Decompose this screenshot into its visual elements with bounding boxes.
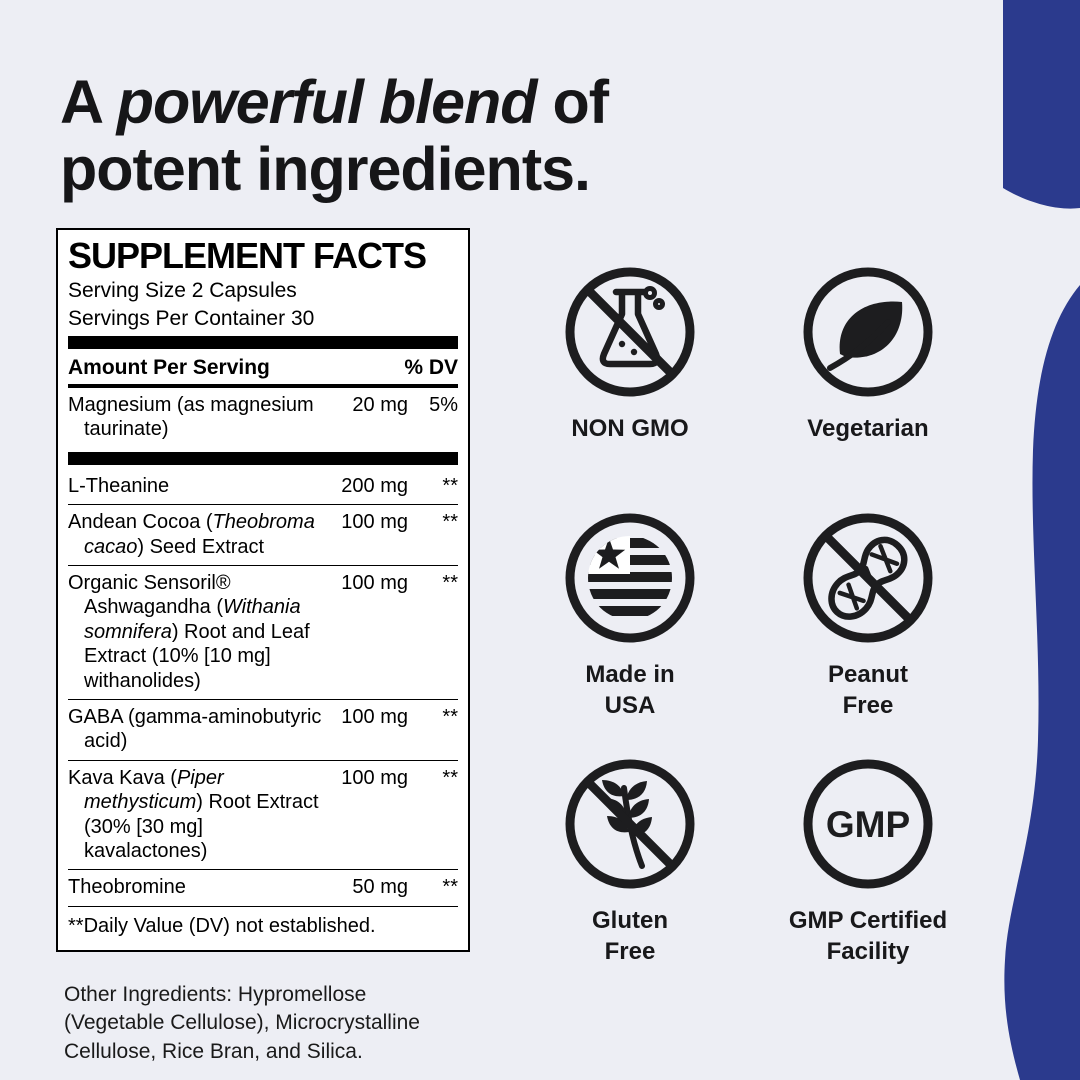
badge-label: Gluten Free [592, 907, 668, 965]
badge-non-gmo: NON GMO [511, 262, 749, 508]
facts-rows: Magnesium (as magnesium taurinate) 20 mg 5… [68, 388, 458, 907]
other-ingredients-text: Other Ingredients: Hypromellose (Vegetab… [64, 983, 420, 1063]
peanut-free-icon [803, 513, 933, 643]
ingredient-amount: 20 mg [352, 394, 408, 417]
servings-per-container: Servings Per Container 30 [68, 306, 315, 330]
gmp-certified-icon: GMP [803, 759, 933, 889]
heading-line-2: potent ingredients. [60, 134, 591, 203]
badge-label: GMP Certified Facility [788, 907, 948, 965]
ingredient-name: Organic Sensoril® Ashwagandha (Withania … [68, 572, 310, 692]
ingredient-dv: 5% [429, 394, 458, 417]
gmp-text: GMP [826, 804, 910, 845]
badge-label: Made in USA [585, 661, 675, 719]
ingredient-name: Magnesium (as magnesium taurinate) [68, 394, 314, 441]
ingredient-amount: 100 mg [341, 511, 408, 534]
no-gmo-flask-icon [565, 267, 695, 397]
facts-row: L-Theanine 200 mg ** [68, 469, 458, 506]
daily-value-footnote: **Daily Value (DV) not established. [68, 914, 376, 937]
badge-gmp-certified: GMP GMP Certified Facility [749, 754, 987, 1000]
badge-label: Vegetarian [807, 415, 929, 442]
ingredient-amount: 100 mg [341, 766, 408, 789]
facts-row: Kava Kava (Piper methysticum) Root Extra… [68, 761, 458, 871]
badge-grid: NON GMO Vegetarian Made in USA [511, 262, 987, 1000]
facts-row: Magnesium (as magnesium taurinate) 20 mg 5… [68, 388, 458, 448]
facts-row: Organic Sensoril® Ashwagandha (Withania … [68, 566, 458, 700]
facts-header-row: Amount Per Serving % DV [68, 353, 458, 389]
heading-part-italic: powerful blend [116, 67, 538, 136]
badge-peanut-free: Peanut Free [749, 508, 987, 754]
ingredient-name: Andean Cocoa (Theobroma cacao) Seed Extr… [68, 511, 315, 558]
made-in-usa-flag-icon [565, 513, 695, 643]
facts-row: Andean Cocoa (Theobroma cacao) Seed Extr… [68, 505, 458, 567]
gluten-free-icon [565, 759, 695, 889]
ingredient-amount: 50 mg [352, 876, 408, 899]
supplement-facts-panel: SUPPLEMENT FACTS Serving Size 2 Capsules… [56, 228, 470, 952]
ingredient-dv: ** [442, 572, 458, 595]
heading-part-1: A [60, 67, 117, 136]
badge-label: NON GMO [571, 415, 689, 442]
amount-per-serving-label: Amount Per Serving [68, 356, 270, 380]
facts-row: GABA (gamma-aminobutyric acid) 100 mg ** [68, 700, 458, 761]
ingredient-name: Theobromine [68, 876, 186, 899]
ingredient-name: L-Theanine [68, 474, 170, 497]
ingredient-amount: 100 mg [341, 572, 408, 595]
ingredient-dv: ** [442, 474, 458, 497]
badge-gluten-free: Gluten Free [511, 754, 749, 1000]
ingredient-dv: ** [442, 511, 458, 534]
percent-dv-label: % DV [404, 356, 458, 380]
ingredient-dv: ** [442, 706, 458, 728]
ingredient-name: Kava Kava (Piper methysticum) Root Extra… [68, 766, 319, 862]
heading-part-3: of [536, 67, 609, 136]
ingredient-amount: 100 mg [341, 706, 408, 728]
serving-size: Serving Size 2 Capsules [68, 278, 297, 302]
ingredient-amount: 200 mg [341, 474, 408, 497]
badge-made-in-usa: Made in USA [511, 508, 749, 754]
divider-bar [68, 336, 458, 350]
facts-row: Theobromine 50 mg ** [68, 870, 458, 907]
badge-vegetarian: Vegetarian [749, 262, 987, 508]
ingredient-dv: ** [442, 766, 458, 789]
divider-bar [68, 451, 458, 465]
ingredient-name: GABA (gamma-aminobutyric acid) [68, 706, 322, 753]
facts-title: SUPPLEMENT FACTS [68, 235, 427, 276]
vegetarian-leaf-icon [803, 267, 933, 397]
badge-label: Peanut Free [827, 661, 908, 719]
ingredient-dv: ** [442, 876, 458, 899]
page-title: A powerful blend of potent ingredients. [60, 67, 940, 203]
